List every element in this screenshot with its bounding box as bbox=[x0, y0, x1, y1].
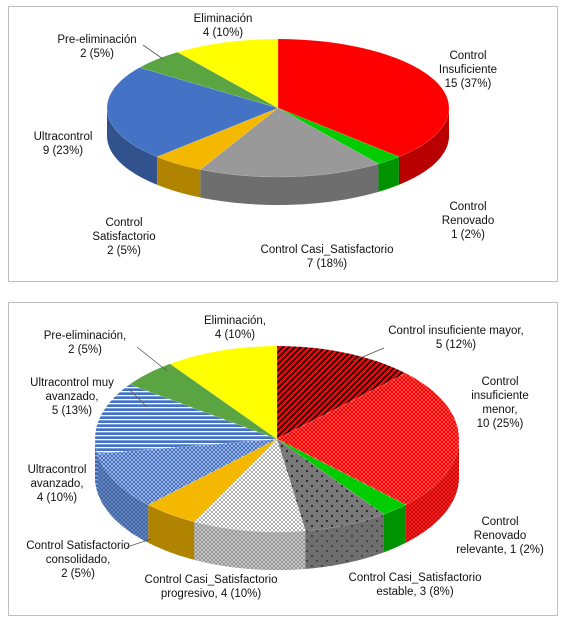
data-label-9: Pre-eliminación, 2 (5%) bbox=[44, 330, 126, 356]
pie-chart-panel-1: Control Insuficiente 15 (37%) Control Renova… bbox=[8, 6, 558, 282]
data-label-4: Control Satisfactorio 2 (5%) bbox=[92, 217, 155, 257]
pie-sides bbox=[107, 108, 449, 205]
leader-line bbox=[352, 347, 385, 362]
slice-side bbox=[398, 108, 449, 185]
pie-slice-2 bbox=[276, 372, 460, 506]
pie-chart-1: Control Insuficiente 15 (37%) Control Renova… bbox=[34, 13, 498, 270]
data-label-8: Ultracontrol muy avanzado, 5 (13%) bbox=[30, 377, 114, 417]
pie-chart-panel-2: Control insuficiente mayor, 5 (12%) Contro… bbox=[8, 302, 558, 616]
data-label-3: Control Renovado relevante, 1 (2%) bbox=[456, 516, 544, 556]
data-label-1: Control insuficiente mayor, 5 (12%) bbox=[388, 325, 524, 351]
leader-line bbox=[136, 346, 168, 372]
pie-slice-7 bbox=[96, 438, 278, 506]
slice-side bbox=[383, 504, 406, 553]
slice-side-pattern bbox=[194, 521, 306, 570]
pie-slice-1 bbox=[276, 345, 407, 440]
pie-top bbox=[94, 345, 460, 533]
pie-slice-2 bbox=[277, 107, 400, 165]
data-label-2: Control Renovado 1 (2%) bbox=[442, 201, 494, 241]
leader-line bbox=[142, 44, 164, 60]
data-label-2: Control insuficiente menor, 10 (25%) bbox=[471, 376, 529, 430]
data-label-6: Control Satisfactorio consolidado, 2 (5%) bbox=[26, 540, 130, 580]
leader-line bbox=[128, 388, 148, 408]
data-label-6: Pre-eliminación 2 (5%) bbox=[57, 34, 136, 60]
data-label-10: Eliminación, 4 (10%) bbox=[204, 315, 266, 341]
pie-slice-4 bbox=[156, 107, 279, 170]
slice-side-pattern bbox=[305, 514, 384, 569]
pie-slice-5 bbox=[106, 67, 279, 158]
pie-chart-2: Control insuficiente mayor, 5 (12%) Contro… bbox=[26, 315, 544, 600]
leader-line bbox=[126, 538, 152, 548]
pie-slice-4 bbox=[276, 438, 385, 532]
slice-side-pattern bbox=[95, 439, 98, 492]
slice-side bbox=[200, 163, 379, 205]
data-label-5: Control Casi_Satisfactorio progresivo, 4 … bbox=[145, 574, 278, 600]
pie-top bbox=[106, 38, 450, 178]
pie-labels: Control Insuficiente 15 (37%) Control Renova… bbox=[34, 13, 498, 270]
data-label-3: Control Casi_Satisfactorio 7 (18%) bbox=[261, 244, 394, 270]
data-label-1: Control Insuficiente 15 (37%) bbox=[439, 50, 497, 90]
pie-slice-6 bbox=[147, 438, 278, 523]
pie-slice-5 bbox=[193, 438, 306, 533]
pie-slice-8 bbox=[94, 384, 278, 454]
pie-slice-10 bbox=[169, 345, 278, 440]
slice-side-pattern bbox=[97, 453, 149, 543]
pie-slice-1 bbox=[277, 38, 450, 158]
slice-side-pattern bbox=[405, 439, 459, 543]
data-label-7: Eliminación 4 (10%) bbox=[194, 13, 253, 39]
data-label-5: Ultracontrol 9 (23%) bbox=[34, 131, 93, 157]
data-label-4: Control Casi_Satisfactorio estable, 3 (8%… bbox=[349, 572, 482, 598]
pie-slice-3 bbox=[199, 107, 380, 178]
slice-side bbox=[157, 156, 201, 198]
pie-labels: Control insuficiente mayor, 5 (12%) Contro… bbox=[26, 315, 544, 600]
data-label-7: Ultracontrol avanzado, 4 (10%) bbox=[28, 464, 87, 504]
slice-side bbox=[107, 108, 158, 185]
pie-slice-7 bbox=[176, 38, 279, 109]
pie-sides bbox=[95, 439, 459, 570]
slice-side bbox=[148, 504, 195, 560]
slice-side bbox=[378, 156, 399, 192]
pie-slice-3 bbox=[276, 438, 407, 515]
pie-slice-6 bbox=[139, 51, 279, 109]
pie-slice-9 bbox=[129, 363, 278, 440]
